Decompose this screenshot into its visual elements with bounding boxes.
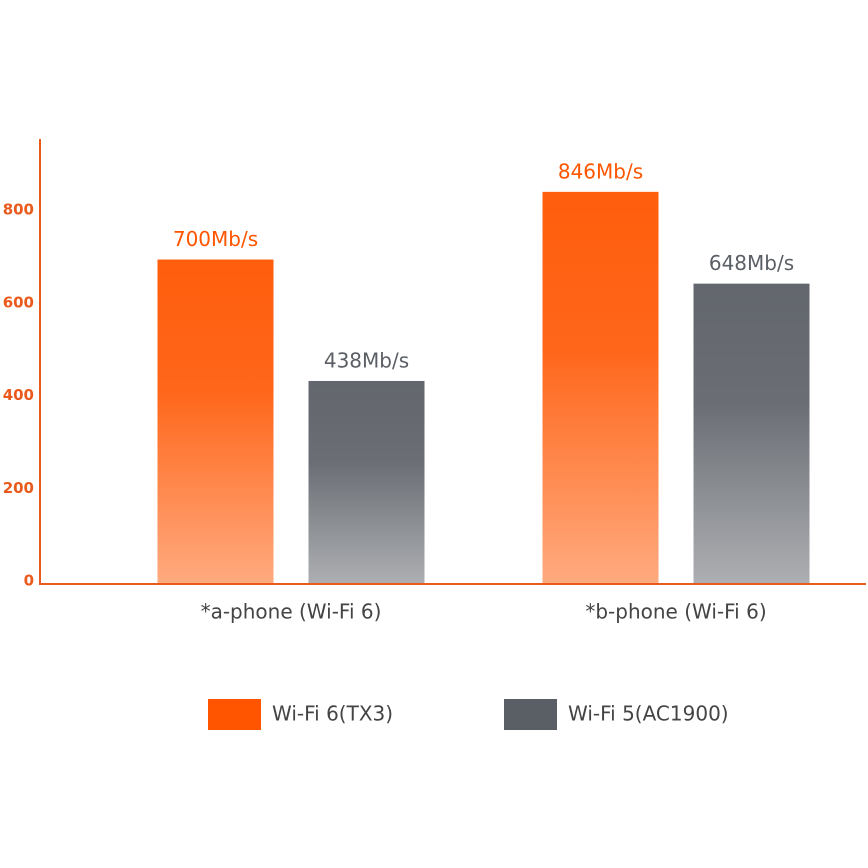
y-tick-label: 0	[24, 572, 34, 590]
data-label: 700Mb/s	[173, 227, 258, 251]
bar	[157, 259, 274, 584]
legend-swatch	[208, 699, 261, 730]
y-tick-label: 200	[3, 479, 34, 497]
legend-label: Wi-Fi 6(TX3)	[272, 702, 393, 726]
data-label: 846Mb/s	[558, 159, 643, 183]
y-tick-label: 800	[3, 201, 34, 219]
x-tick-label: *a-phone (Wi-Fi 6)	[201, 600, 382, 624]
data-label: 438Mb/s	[324, 348, 409, 372]
bar	[693, 283, 810, 584]
bar	[542, 191, 659, 584]
y-tick-label: 600	[3, 293, 34, 311]
legend-swatch	[504, 699, 557, 730]
bar	[308, 380, 425, 584]
y-tick-label: 400	[3, 386, 34, 404]
legend-label: Wi-Fi 5(AC1900)	[568, 702, 729, 726]
x-tick-label: *b-phone (Wi-Fi 6)	[585, 600, 766, 624]
data-label: 648Mb/s	[709, 251, 794, 275]
